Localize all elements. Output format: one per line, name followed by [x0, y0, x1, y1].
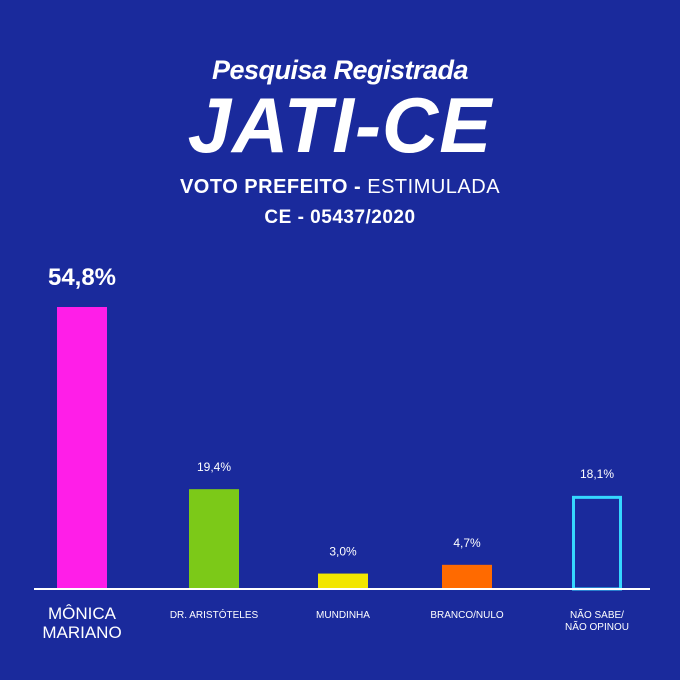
category-label-4: NÃO SABE/NÃO OPINOU	[565, 608, 629, 633]
survey-type-light: ESTIMULADA	[367, 176, 501, 198]
category-label-0: MÔNICA MARIANO	[42, 604, 121, 642]
chart-subtitle: Pesquisa Registrada	[211, 55, 469, 85]
bar-0	[57, 307, 107, 589]
category-label-2: MUNDINHA	[316, 610, 370, 621]
bar-4	[572, 495, 622, 591]
value-label-2: 3,0%	[329, 545, 357, 559]
value-label-0: 54,8%	[48, 264, 116, 291]
bar-1	[189, 489, 239, 589]
category-label-1: DR. ARISTÓTELES	[170, 608, 259, 621]
chart-title: JATI-CE	[187, 81, 493, 169]
survey-type-bold: VOTO PREFEITO -	[179, 176, 368, 198]
value-label-4: 18,1%	[580, 467, 614, 481]
value-label-3: 4,7%	[453, 536, 481, 550]
bar-3	[442, 564, 492, 589]
value-label-1: 19,4%	[197, 460, 231, 474]
survey-type: VOTO PREFEITO - ESTIMULADA	[0, 176, 680, 199]
category-label-3: BRANCO/NULO	[430, 610, 504, 621]
registration-number: CE - 05437/2020	[264, 207, 416, 228]
bar-2	[318, 573, 368, 589]
